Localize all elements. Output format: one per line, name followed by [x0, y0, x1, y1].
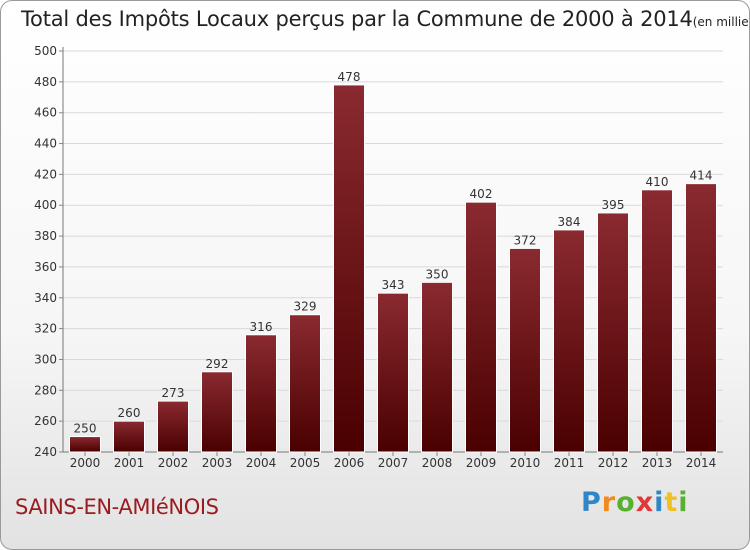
- x-tick-label: 2001: [114, 456, 145, 470]
- y-tick-label: 460: [34, 106, 57, 120]
- y-tick-label: 360: [34, 260, 57, 274]
- y-tick-label: 480: [34, 75, 57, 89]
- title-unit: (en milliers d'€): [692, 15, 749, 29]
- logo-letter: i: [678, 487, 689, 518]
- bar: [509, 247, 541, 453]
- bar-value-label: 414: [690, 169, 713, 183]
- bar: [465, 201, 497, 453]
- y-tick-label: 420: [34, 167, 57, 181]
- bar: [245, 334, 277, 453]
- x-tick-label: 2006: [334, 456, 365, 470]
- bar-value-label: 260: [118, 406, 141, 420]
- chart-title: Total des Impôts Locaux perçus par la Co…: [21, 7, 749, 31]
- y-tick-label: 340: [34, 291, 57, 305]
- y-tick-label: 400: [34, 198, 57, 212]
- bar: [113, 420, 145, 453]
- bar: [289, 314, 321, 453]
- bar: [553, 229, 585, 453]
- y-tick-label: 500: [34, 44, 57, 58]
- x-tick-label: 2002: [158, 456, 189, 470]
- y-tick-label: 320: [34, 322, 57, 336]
- bar-value-label: 372: [514, 233, 537, 247]
- x-tick-label: 2012: [598, 456, 629, 470]
- bar-value-label: 395: [602, 198, 625, 212]
- logo-letter: x: [635, 487, 655, 518]
- bar: [201, 371, 233, 453]
- bar-chart: 240 260 280 300 320 340 360 380 400 420 440 460 480 5…: [34, 44, 723, 470]
- commune-name: SAINS-EN-AMIéNOIS: [15, 495, 219, 519]
- bar: [333, 84, 365, 453]
- title-main: Total des Impôts Locaux perçus par la Co…: [21, 7, 693, 31]
- x-tick-label: 2014: [686, 456, 717, 470]
- x-tick-label: 2005: [290, 456, 321, 470]
- bar: [641, 189, 673, 453]
- x-tick-label: 2003: [202, 456, 233, 470]
- y-tick-label: 300: [34, 352, 57, 366]
- x-tick-label: 2009: [466, 456, 497, 470]
- bar-value-label: 329: [294, 300, 317, 314]
- x-tick-label: 2010: [510, 456, 541, 470]
- logo-letter: P: [581, 487, 602, 518]
- y-tick-label: 260: [34, 414, 57, 428]
- x-tick-label: 2013: [642, 456, 673, 470]
- x-tick-label: 2008: [422, 456, 453, 470]
- bar-value-label: 402: [470, 187, 493, 201]
- y-tick-label: 240: [34, 445, 57, 459]
- bar-value-label: 343: [382, 278, 405, 292]
- bar: [421, 281, 453, 453]
- logo-letter: t: [664, 487, 679, 518]
- bar: [157, 400, 189, 453]
- bar-value-label: 350: [426, 267, 449, 281]
- y-tick-label: 280: [34, 383, 57, 397]
- logo-letter: o: [616, 487, 636, 518]
- x-tick-label: 2011: [554, 456, 585, 470]
- y-tick-label: 440: [34, 137, 57, 151]
- x-tick-label: 2007: [378, 456, 409, 470]
- proxiti-logo: Proxiti: [581, 487, 689, 518]
- bar: [597, 212, 629, 453]
- bar-value-label: 273: [162, 386, 185, 400]
- bar-value-label: 410: [646, 175, 669, 189]
- bar-value-label: 292: [206, 357, 229, 371]
- bar-value-label: 250: [74, 422, 97, 436]
- bar: [685, 183, 717, 453]
- logo-letter: r: [601, 487, 617, 518]
- bar: [377, 292, 409, 453]
- x-tick-label: 2000: [70, 456, 101, 470]
- bar-value-label: 384: [558, 215, 581, 229]
- bar-value-label: 478: [338, 70, 361, 84]
- bar: [69, 436, 101, 453]
- bar-value-label: 316: [250, 320, 273, 334]
- logo-letter: i: [654, 487, 665, 518]
- y-tick-label: 380: [34, 229, 57, 243]
- x-tick-label: 2004: [246, 456, 277, 470]
